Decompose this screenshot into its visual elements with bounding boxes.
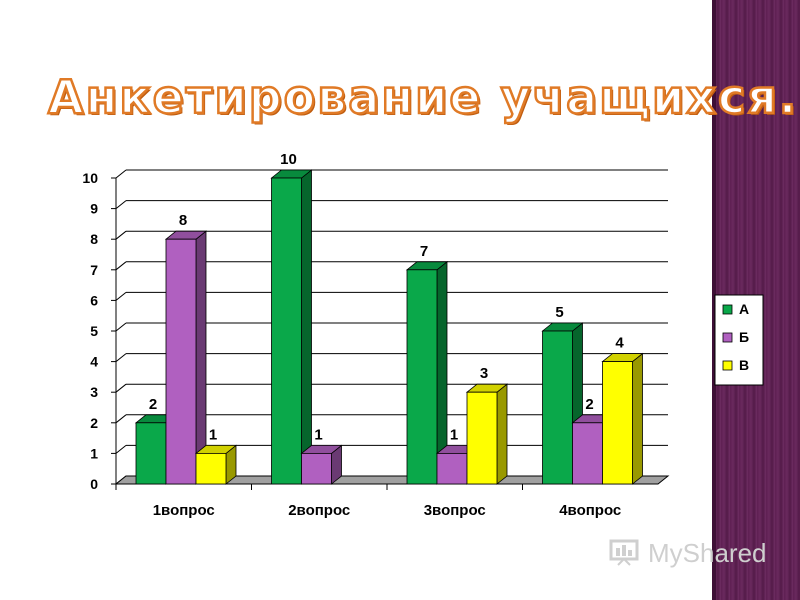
bar bbox=[195, 452, 227, 485]
bar bbox=[542, 330, 573, 485]
gridline-side bbox=[115, 414, 127, 424]
data-label: 1 bbox=[450, 426, 458, 443]
slide-title: Анкетирование учащихся. bbox=[47, 69, 799, 126]
bar bbox=[301, 452, 332, 485]
bar bbox=[572, 422, 603, 485]
watermark-text: MyShared bbox=[648, 538, 767, 568]
legend-swatch bbox=[722, 360, 733, 371]
bar-side bbox=[195, 230, 207, 485]
gridline-side bbox=[115, 230, 127, 240]
bar bbox=[406, 269, 438, 485]
data-label: 10 bbox=[280, 151, 297, 168]
data-label: 1 bbox=[209, 426, 217, 443]
data-label: 4 bbox=[615, 335, 624, 352]
gridline-side bbox=[115, 292, 127, 301]
data-label: 8 bbox=[179, 212, 187, 229]
y-tick-label: 8 bbox=[90, 231, 98, 247]
y-tick-label: 3 bbox=[90, 384, 98, 400]
y-tick-label: 0 bbox=[90, 476, 98, 492]
y-tick-label: 5 bbox=[90, 323, 98, 339]
data-label: 2 bbox=[149, 396, 157, 413]
gridline-side bbox=[115, 322, 127, 332]
x-tick-label: 1вопрос bbox=[153, 502, 215, 519]
gridline-side bbox=[115, 445, 127, 454]
y-tick-label: 10 bbox=[82, 170, 98, 186]
bar-side bbox=[301, 169, 312, 485]
data-label: 1 bbox=[314, 426, 322, 443]
data-label: 7 bbox=[420, 243, 428, 260]
gridline-side bbox=[115, 353, 127, 362]
y-tick-label: 9 bbox=[90, 201, 98, 217]
legend-label: А bbox=[739, 301, 749, 317]
gridline-side bbox=[115, 200, 127, 209]
x-tick-label: 2вопрос bbox=[288, 502, 350, 519]
y-tick-label: 6 bbox=[90, 292, 98, 308]
y-tick-label: 1 bbox=[90, 445, 98, 461]
bar bbox=[436, 452, 468, 485]
presentation-board-icon bbox=[609, 539, 639, 566]
bar bbox=[165, 238, 197, 485]
watermark: MyShared bbox=[608, 536, 768, 572]
data-label: 3 bbox=[480, 365, 488, 382]
legend-label: Б bbox=[739, 329, 749, 345]
y-tick-label: 7 bbox=[90, 262, 98, 278]
bar bbox=[466, 391, 498, 485]
x-tick-label: 3вопрос bbox=[424, 502, 486, 519]
gridline-side bbox=[115, 169, 127, 179]
gridline-side bbox=[115, 261, 127, 271]
legend-swatch bbox=[722, 332, 733, 343]
data-label: 2 bbox=[585, 396, 593, 413]
y-tick-label: 4 bbox=[90, 354, 98, 370]
gridline-side bbox=[115, 383, 127, 393]
bar bbox=[135, 422, 167, 485]
legend-swatch bbox=[722, 304, 733, 315]
x-tick-label: 4вопрос bbox=[559, 502, 621, 519]
data-label: 5 bbox=[555, 304, 563, 321]
bar bbox=[602, 361, 633, 485]
bar-side bbox=[632, 352, 643, 485]
y-tick-label: 2 bbox=[90, 415, 98, 431]
legend-label: В bbox=[739, 357, 749, 373]
bar bbox=[271, 177, 302, 485]
bar-side bbox=[496, 383, 508, 485]
